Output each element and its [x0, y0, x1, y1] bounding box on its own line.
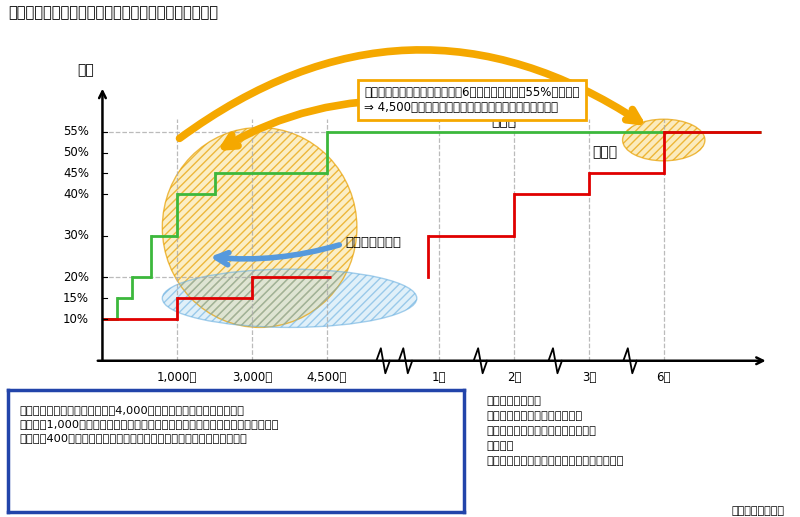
- Text: 3,000万: 3,000万: [232, 371, 272, 384]
- Text: 3億: 3億: [582, 371, 596, 384]
- Text: 6億: 6億: [657, 371, 671, 384]
- Text: 例：相続財産（法定相続分）が4,000万円（限界税率２０％）の場合
・財産を1,000万円に分割しても、贈与税の限界税率３０％（累進回避は困難）
・財産を400: 例：相続財産（法定相続分）が4,000万円（限界税率２０％）の場合 ・財産を1,…: [19, 405, 279, 443]
- Ellipse shape: [622, 119, 705, 161]
- Text: 例：相続財産（法定相続分）が6億円超（限界税率55%）の場合
⇒ 4,500万円以下に財産を分割すれば、累進回避が可能: 例：相続財産（法定相続分）が6億円超（限界税率55%）の場合 ⇒ 4,500万円…: [364, 86, 580, 114]
- Text: 1,000万: 1,000万: [157, 371, 198, 384]
- Text: 20%: 20%: [63, 271, 89, 284]
- Text: 2億: 2億: [507, 371, 522, 384]
- Text: 10%: 10%: [63, 313, 89, 326]
- Text: 贈与税: 贈与税: [492, 114, 517, 128]
- Text: 1億: 1億: [432, 371, 446, 384]
- Text: 30%: 30%: [63, 230, 89, 242]
- Text: 贈与税：課税価格
（取得財産価額－基礎控除額）
相続税：各法定相続人の法定相続分
　相当額
（課税遺産総額を法定相続分で按分した額）: 贈与税：課税価格 （取得財産価額－基礎控除額） 相続税：各法定相続人の法定相続分…: [486, 397, 623, 466]
- Text: 『図表１』　相続税と贈与税の税率構造（イメージ）: 『図表１』 相続税と贈与税の税率構造（イメージ）: [8, 5, 218, 20]
- Text: （出典：財務省）: （出典：財務省）: [731, 506, 784, 516]
- Text: 相続税: 相続税: [593, 145, 618, 160]
- Text: 税率: 税率: [78, 64, 94, 78]
- Text: 40%: 40%: [63, 188, 89, 201]
- Text: 50%: 50%: [63, 146, 89, 159]
- Text: 55%: 55%: [63, 125, 89, 138]
- Text: 15%: 15%: [63, 292, 89, 305]
- Ellipse shape: [162, 128, 357, 327]
- Text: 4,500万: 4,500万: [306, 371, 347, 384]
- Text: 累進回避が困難: 累進回避が困難: [346, 236, 402, 249]
- Ellipse shape: [162, 269, 417, 327]
- Text: 45%: 45%: [63, 167, 89, 180]
